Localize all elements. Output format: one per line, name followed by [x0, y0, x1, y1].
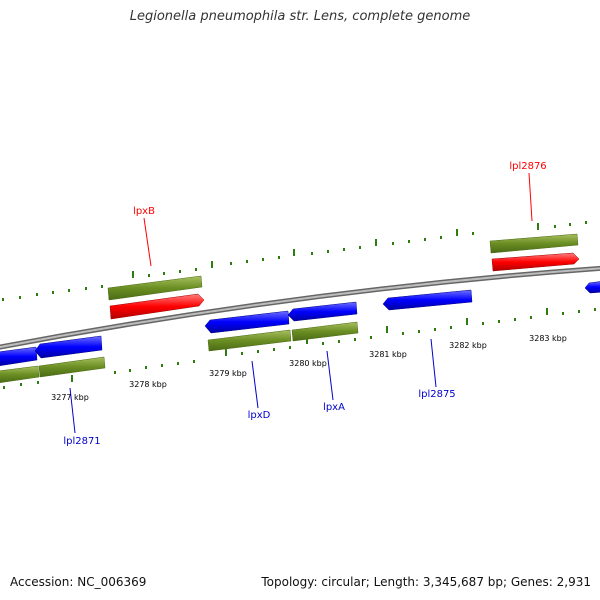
- gene-feature-lpxD[interactable]: [207, 329, 292, 352]
- ruler-label: 3279 kbp: [209, 369, 247, 378]
- gene-feature-lpxB[interactable]: [107, 275, 203, 301]
- genome-summary-text: Topology: circular; Length: 3,345,687 bp…: [261, 575, 591, 589]
- cds-left-edge[interactable]: [0, 346, 38, 366]
- outer-tick-ring: [2, 221, 587, 301]
- cds-lpxA[interactable]: [287, 301, 358, 322]
- gene-label-lpxA: lpxA: [323, 402, 345, 413]
- ruler-label: 3280 kbp: [289, 359, 327, 368]
- gene-label-lpl2875: lpl2875: [418, 389, 455, 400]
- ruler-label: 3282 kbp: [449, 341, 487, 350]
- gene-feature-lpxA[interactable]: [291, 321, 359, 342]
- ruler-label: 3283 kbp: [529, 334, 567, 343]
- map-title: Legionella pneumophila str. Lens, comple…: [129, 9, 471, 24]
- cds-lpl2876[interactable]: [491, 252, 580, 272]
- gene-feature-lpl2871[interactable]: [38, 356, 106, 378]
- label-leaders: [69, 172, 533, 434]
- gene-label-lpxB: lpxB: [133, 206, 155, 217]
- cds-lpxB[interactable]: [109, 293, 205, 320]
- cds-lpl2871[interactable]: [34, 335, 103, 359]
- cds-right-edge[interactable]: [584, 281, 600, 294]
- inner-tick-ring: [3, 308, 596, 389]
- ruler-label: 3278 kbp: [129, 380, 167, 389]
- cds-lpl2875[interactable]: [382, 289, 473, 311]
- gene-feature-lpl2876[interactable]: [489, 233, 579, 254]
- gene-label-lpl2871: lpl2871: [63, 436, 100, 447]
- ruler-label: 3281 kbp: [369, 350, 407, 359]
- gene-label-lpxD: lpxD: [248, 410, 271, 421]
- accession-text: Accession: NC_006369: [10, 575, 147, 589]
- ruler-label: 3277 kbp: [51, 393, 89, 402]
- cds-lpxD[interactable]: [204, 310, 290, 334]
- gene-label-lpl2876: lpl2876: [509, 161, 546, 172]
- gene-feature-left-edge[interactable]: [0, 365, 40, 383]
